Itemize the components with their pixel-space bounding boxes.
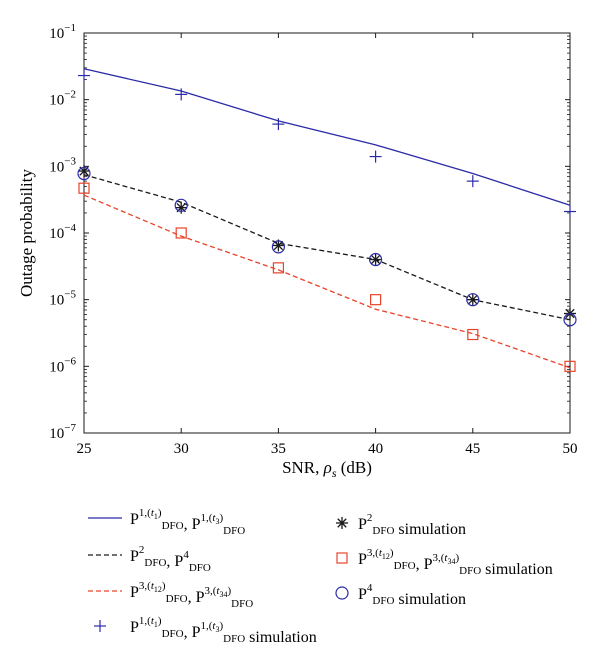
- x-tick-label: 30: [174, 441, 189, 457]
- data-point: [370, 294, 382, 306]
- legend-item: P3,(t12)DFO, P3,(t34)DFO: [88, 580, 253, 610]
- data-point: [467, 328, 479, 341]
- legend-swatch: [335, 586, 349, 600]
- legend-label: P3,(t12)DFO, P3,(t34)DFO simulation: [358, 547, 553, 578]
- data-point: [563, 313, 577, 327]
- data-point: [272, 239, 285, 252]
- legend-label: P1,(t1)DFO, P1,(t3)DFO simulation: [130, 615, 317, 646]
- data-point: [77, 166, 91, 181]
- data-point: [175, 227, 187, 239]
- x-axis-label: SNR, ρs (dB): [282, 458, 372, 480]
- series-3: [78, 69, 576, 218]
- x-tick-label: 45: [465, 441, 480, 457]
- data-point: [466, 293, 480, 307]
- legend-item: P3,(t12)DFO, P3,(t34)DFO simulation: [336, 547, 553, 578]
- data-point: [369, 253, 382, 266]
- data-point: [369, 252, 383, 267]
- series-1: [83, 174, 571, 321]
- data-point: [466, 293, 479, 306]
- y-tick-label: 10−1: [49, 22, 76, 42]
- y-tick-label: 10−4: [49, 222, 76, 242]
- series-line: [83, 68, 571, 206]
- data-point: [564, 205, 576, 218]
- legend-item: P4DFO simulation: [335, 582, 466, 608]
- legend-swatch: [94, 620, 106, 632]
- y-tick-label: 10−7: [49, 422, 76, 442]
- data-point: [174, 198, 188, 212]
- axes: [83, 32, 571, 434]
- data-point: [466, 175, 479, 188]
- legend: P1,(t1)DFO, P1,(t3)DFO P2DFO, P4DFO P3,(t1…: [88, 507, 553, 646]
- y-tick-label: 10−2: [49, 89, 76, 109]
- x-tick-label: 40: [368, 441, 383, 457]
- legend-label: P2DFO simulation: [358, 512, 466, 538]
- y-tick-label: 10−5: [49, 289, 76, 309]
- legend-item: P1,(t1)DFO, P1,(t3)DFO simulation: [94, 615, 317, 646]
- legend-item: P2DFO simulation: [336, 512, 466, 538]
- x-tick-label: 50: [563, 441, 578, 457]
- series-2: [83, 194, 571, 369]
- legend-label: P1,(t1)DFO, P1,(t3)DFO: [130, 507, 245, 537]
- series-4: [78, 165, 576, 320]
- data-point: [272, 262, 284, 274]
- data-point: [78, 69, 90, 82]
- series-6: [77, 166, 577, 327]
- data-point: [369, 150, 382, 163]
- legend-swatch: [336, 517, 348, 529]
- series-line: [83, 174, 571, 321]
- legend-label: P3,(t12)DFO, P3,(t34)DFO: [130, 580, 253, 610]
- data-point: [564, 360, 576, 372]
- y-tick-label: 10−6: [49, 355, 76, 375]
- series-line: [83, 194, 571, 369]
- legend-swatch: [336, 552, 348, 564]
- data-point: [175, 88, 188, 101]
- data-point: [272, 118, 285, 131]
- data-point: [78, 182, 90, 194]
- series-layer: [77, 68, 577, 372]
- data-point: [78, 165, 90, 178]
- legend-label: P2DFO, P4DFO: [130, 544, 211, 574]
- data-point: [271, 240, 285, 254]
- tick-labels: 25 30 35 40 45 50 10−7 10−6 10−5 10−4 10−3 10−2 10−1: [49, 22, 577, 457]
- y-tick-label: 10−3: [49, 155, 76, 175]
- legend-item: P1,(t1)DFO, P1,(t3)DFO: [88, 507, 245, 537]
- series-0: [83, 68, 571, 206]
- series-5: [78, 182, 576, 372]
- plot-frame: [83, 32, 571, 434]
- x-tick-label: 35: [271, 441, 286, 457]
- y-axis-label: Outage probability: [17, 169, 36, 297]
- x-tick-label: 25: [77, 441, 92, 457]
- legend-label: P4DFO simulation: [358, 582, 466, 608]
- legend-item: P2DFO, P4DFO: [88, 544, 211, 574]
